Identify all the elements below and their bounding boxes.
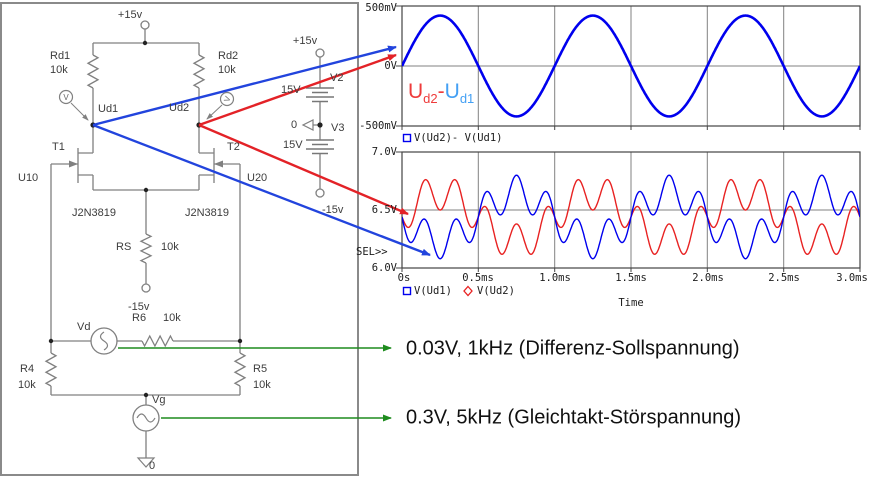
resistor-r4: [44, 352, 58, 387]
vd-source-icon: [90, 327, 118, 355]
legend2-diamond-icon: [463, 285, 473, 297]
ground-0-bottom-icon: [136, 457, 156, 468]
voltage-probe-ud2-icon: V: [206, 91, 235, 120]
terminal-plus15v-mid-icon: [315, 48, 325, 58]
svg-text:V: V: [63, 93, 69, 102]
resistor-rs: [139, 233, 153, 264]
plot2-grid: [402, 152, 860, 268]
resistor-rd1: [86, 54, 100, 89]
legend2-square-icon: [402, 286, 412, 296]
ground-0-mid-icon: [301, 119, 314, 131]
minus-sign: -: [437, 80, 445, 103]
t2-gate-arrow-icon: [214, 160, 223, 168]
wires: [50, 29, 321, 458]
resistor-r6: [141, 334, 174, 348]
voltage-probe-ud1-icon: V: [58, 89, 89, 121]
terminal-minus15v-icon: [141, 283, 151, 293]
arrow-ud2-to-plot2: [198, 123, 409, 216]
junction-dots: [48, 40, 323, 398]
ud2-term: Ud2: [408, 80, 438, 107]
plot1-waveform-difference: [402, 14, 860, 118]
v3-battery-icon: [306, 139, 334, 155]
resistor-rd2: [192, 54, 206, 89]
arrow-ud1-to-plot2: [92, 123, 431, 257]
t1-gate-arrow-icon: [69, 160, 78, 168]
plot1-difference-label: Ud2-Ud1: [408, 80, 474, 106]
plot2-waveform-ud1: [402, 174, 860, 260]
schematic-border: [0, 2, 359, 476]
svg-text:V: V: [222, 95, 233, 104]
terminal-minus15v-mid-icon: [315, 188, 325, 198]
arrow-ud1-to-plot1: [92, 45, 397, 127]
ud1-term: Ud1: [444, 80, 475, 107]
vg-source-icon: [132, 404, 160, 432]
legend1-square-icon: [402, 133, 412, 143]
plot1-ticks: [396, 5, 861, 130]
arrow-ud2-to-plot1: [198, 53, 397, 127]
v2-battery-icon: [306, 87, 334, 103]
terminal-plus15v-icon: [140, 20, 150, 30]
resistor-r5: [233, 352, 247, 387]
